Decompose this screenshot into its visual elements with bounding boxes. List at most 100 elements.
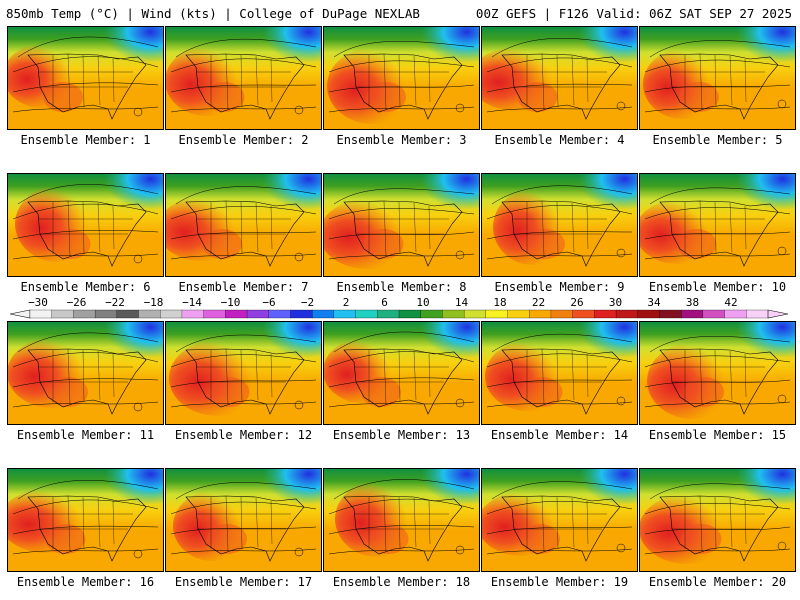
colorbar-tick-label: 26 [570,296,583,309]
colorbar-segment [594,309,617,319]
colorbar-segment [702,309,726,319]
ensemble-member-map [323,468,480,572]
colorbar-segment [681,309,704,319]
ensemble-member-map [639,26,796,130]
colorbar-tick-label: −26 [67,296,87,309]
ensemble-member-map [165,26,322,130]
ensemble-member-label: Ensemble Member: 17 [174,575,313,589]
ensemble-member-map [481,173,638,277]
colorbar-segment [160,309,183,319]
colorbar-segment [550,309,574,319]
map-field [640,322,795,424]
colorbar-segment [529,309,552,319]
colorbar-segment [355,309,378,319]
map-field [8,469,163,571]
map-field [166,27,321,129]
colorbar-segment [724,309,747,319]
map-field [482,27,637,129]
ensemble-member-label: Ensemble Member: 5 [652,133,783,147]
map-field [166,322,321,424]
ensemble-member-map [7,468,164,572]
ensemble-member-label: Ensemble Member: 11 [16,428,155,442]
ensemble-member-label: Ensemble Member: 18 [332,575,471,589]
colorbar-segment [442,309,465,319]
map-field [482,174,637,276]
colorbar-segment [94,309,118,319]
ensemble-member-map [481,321,638,425]
colorbar-tick-label: −18 [144,296,164,309]
colorbar-tick-label: 2 [343,296,350,309]
colorbar-segment [746,309,769,319]
map-field [166,174,321,276]
map-field [640,469,795,571]
ensemble-member-label: Ensemble Member: 8 [336,280,467,294]
colorbar-tick-label: −10 [221,296,241,309]
colorbar-segment [377,309,400,319]
ensemble-member-map [639,321,796,425]
ensemble-member-label: Ensemble Member: 16 [16,575,155,589]
colorbar-tick-label: 22 [532,296,545,309]
ensemble-member-map [323,173,480,277]
temperature-colorbar: −30 −26 −22 −18 −14 −10 −6 −2 2 6 10 14 18 22 26 30 34 38… [9,296,789,319]
map-field [324,469,479,571]
ensemble-member-label: Ensemble Member: 3 [336,133,467,147]
colorbar-segment [268,309,291,319]
ensemble-member-label: Ensemble Member: 20 [648,575,787,589]
colorbar-segment [463,309,487,319]
colorbar-tick-label: −22 [105,296,125,309]
map-field [640,174,795,276]
ensemble-member-label: Ensemble Member: 19 [490,575,629,589]
colorbar-segment [51,309,74,319]
header-left-title: 850mb Temp (°C) | Wind (kts) | College o… [6,6,420,21]
colorbar-segment [615,309,639,319]
ensemble-member-label: Ensemble Member: 12 [174,428,313,442]
colorbar-tick-label: 30 [609,296,622,309]
colorbar-tick-label: 18 [493,296,506,309]
ensemble-member-map [165,173,322,277]
ensemble-member-label: Ensemble Member: 4 [494,133,625,147]
colorbar-tick-label: 6 [381,296,388,309]
colorbar-segment [572,309,595,319]
colorbar-segment [73,309,96,319]
map-field [482,469,637,571]
ensemble-member-label: Ensemble Member: 2 [178,133,309,147]
ensemble-member-label: Ensemble Member: 1 [20,133,151,147]
colorbar-segment [659,309,682,319]
ensemble-member-map [165,321,322,425]
colorbar-segment [246,309,270,319]
map-field [324,174,479,276]
ensemble-member-map [481,26,638,130]
colorbar-segment [116,309,139,319]
colorbar-segment [507,309,530,319]
colorbar-segment [312,309,335,319]
colorbar-segment [333,309,357,319]
colorbar-segment [138,309,161,319]
colorbar-tick-label: 42 [724,296,737,309]
colorbar-left-arrow [9,309,31,319]
colorbar-segment [203,309,226,319]
map-field [8,322,163,424]
colorbar-segment [420,309,443,319]
ensemble-member-label: Ensemble Member: 7 [178,280,309,294]
colorbar-tick-label: −14 [182,296,202,309]
ensemble-member-map [7,26,164,130]
ensemble-member-label: Ensemble Member: 6 [20,280,151,294]
header-right-valid-time: 00Z GEFS | F126 Valid: 06Z SAT SEP 27 20… [475,6,792,21]
map-field [640,27,795,129]
colorbar-segment [290,309,313,319]
ensemble-member-map [7,173,164,277]
colorbar-segment [29,309,53,319]
ensemble-member-label: Ensemble Member: 9 [494,280,625,294]
ensemble-member-map [639,173,796,277]
colorbar-tick-label: −6 [262,296,275,309]
colorbar-segment [637,309,660,319]
colorbar-segment [225,309,248,319]
ensemble-member-map [481,468,638,572]
colorbar-segment [181,309,205,319]
colorbar-tick-label: 14 [455,296,469,309]
map-field [324,322,479,424]
colorbar-tick-label: 10 [416,296,429,309]
map-field [482,322,637,424]
map-field [8,174,163,276]
ensemble-member-map [323,321,480,425]
